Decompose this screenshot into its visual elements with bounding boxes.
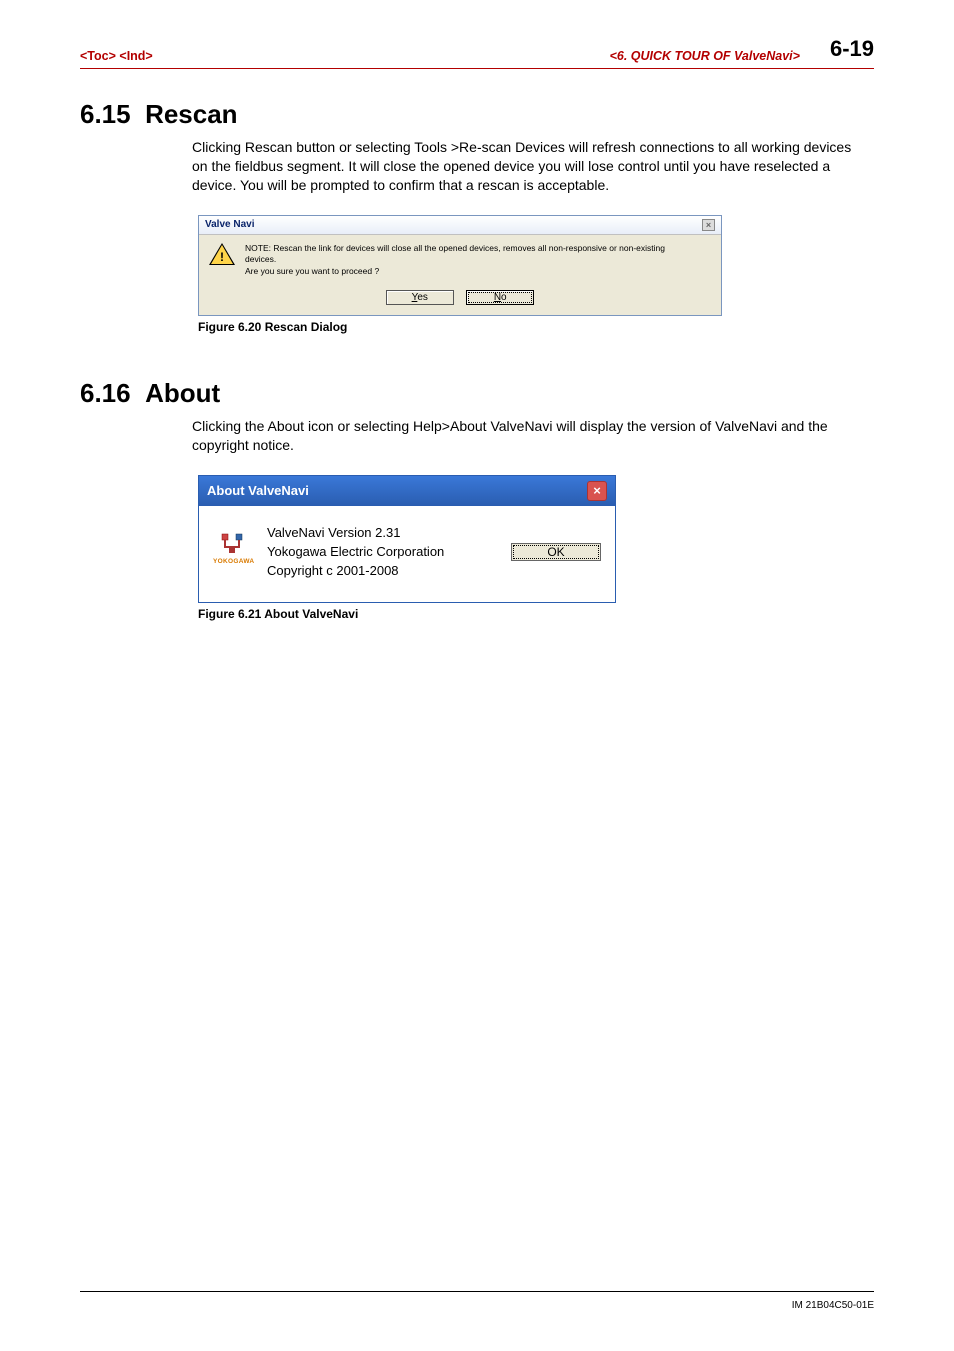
running-header: <Toc> <Ind> <6. QUICK TOUR OF ValveNavi>… [80,42,874,69]
close-icon[interactable]: × [702,219,715,231]
section-title: Rescan [145,99,238,129]
rescan-figure: Valve Navi × ! NOTE: Rescan the link for… [198,215,874,358]
rescan-dialog-title: Valve Navi [205,219,254,230]
logo-label: YOKOGAWA [213,558,253,565]
about-dialog: About ValveNavi × YOKOGAWA ValveNavi Ver… [198,475,616,604]
close-icon[interactable]: × [587,481,607,501]
rescan-dialog-titlebar: Valve Navi × [199,216,721,235]
yokogawa-logo: YOKOGAWA [213,532,253,572]
rescan-dialog-text: NOTE: Rescan the link for devices will c… [245,243,665,277]
page: <Toc> <Ind> <6. QUICK TOUR OF ValveNavi>… [0,0,954,1351]
about-dialog-body: YOKOGAWA ValveNavi Version 2.31 Yokogawa… [199,506,615,603]
about-dialog-titlebar: About ValveNavi × [199,476,615,506]
rescan-dialog-buttons: Yes No [199,281,721,315]
section-title: About [145,378,220,408]
about-figure: About ValveNavi × YOKOGAWA ValveNavi Ver… [198,475,874,646]
about-figure-caption: Figure 6.21 About ValveNavi [198,607,874,621]
rescan-line1: NOTE: Rescan the link for devices will c… [245,243,665,254]
about-line3: Copyright c 2001-2008 [267,562,511,581]
about-body-text: Clicking the About icon or selecting Hel… [192,417,864,455]
toc-link[interactable]: <Toc> [80,49,116,63]
section-number: 6.16 [80,378,131,408]
no-label-rest: o [501,292,507,303]
rescan-line2: devices. [245,254,665,265]
yes-label-rest: es [417,292,428,303]
ind-link[interactable]: <Ind> [119,49,152,63]
section-heading-about: 6.16 About [80,378,874,409]
about-line1: ValveNavi Version 2.31 [267,524,511,543]
header-section: <6. QUICK TOUR OF ValveNavi> [153,49,830,63]
header-left: <Toc> <Ind> [80,49,153,63]
section-number: 6.15 [80,99,131,129]
yes-button[interactable]: Yes [386,290,454,305]
rescan-figure-caption: Figure 6.20 Rescan Dialog [198,320,874,334]
warning-icon: ! [209,243,235,267]
rescan-line3: Are you sure you want to proceed ? [245,266,665,277]
about-dialog-text: ValveNavi Version 2.31 Yokogawa Electric… [267,524,511,581]
rescan-body-text: Clicking Rescan button or selecting Tool… [192,138,864,195]
footer: IM 21B04C50-01E [80,1291,874,1311]
doc-id: IM 21B04C50-01E [792,1300,874,1311]
rescan-dialog-body: ! NOTE: Rescan the link for devices will… [199,235,721,281]
about-dialog-title: About ValveNavi [207,483,309,498]
about-line2: Yokogawa Electric Corporation [267,543,511,562]
ok-button[interactable]: OK [511,543,601,561]
page-number: 6-19 [830,38,874,60]
no-button[interactable]: No [466,290,534,305]
section-heading-rescan: 6.15 Rescan [80,99,874,130]
rescan-dialog: Valve Navi × ! NOTE: Rescan the link for… [198,215,722,316]
